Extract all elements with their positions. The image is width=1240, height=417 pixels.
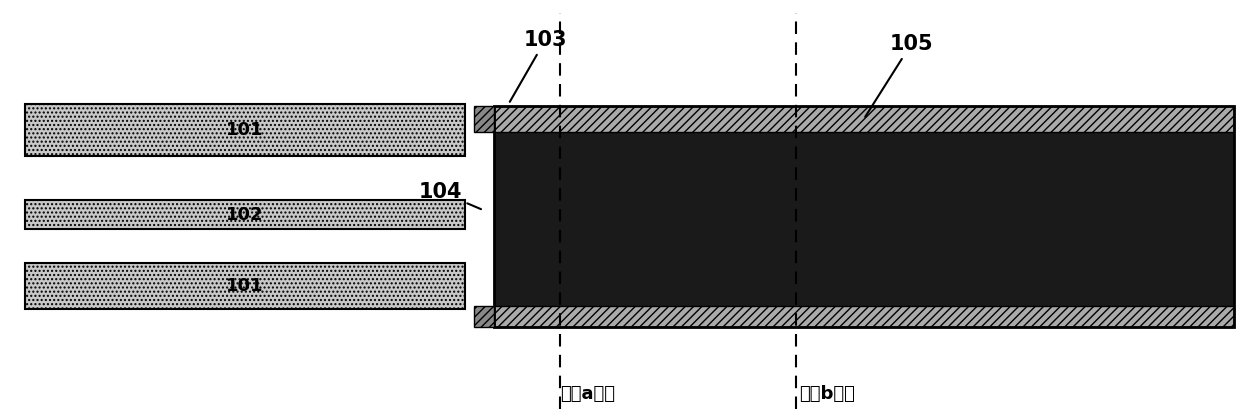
Text: 101: 101 xyxy=(226,276,264,295)
Bar xyxy=(474,306,494,327)
Text: 104: 104 xyxy=(418,182,481,209)
Bar xyxy=(494,306,1234,327)
Bar xyxy=(494,106,1234,327)
Text: 103: 103 xyxy=(510,30,568,102)
Text: 抛面b沈线: 抛面b沈线 xyxy=(799,385,856,403)
Text: 抛面a沈线: 抛面a沈线 xyxy=(560,385,615,403)
Bar xyxy=(25,104,465,156)
Bar xyxy=(474,106,494,132)
Text: 102: 102 xyxy=(226,206,264,224)
Bar xyxy=(25,200,465,229)
Text: 101: 101 xyxy=(226,121,264,139)
Bar xyxy=(494,132,1234,306)
Bar xyxy=(494,106,1234,132)
Bar xyxy=(25,263,465,309)
Text: 105: 105 xyxy=(866,34,934,117)
